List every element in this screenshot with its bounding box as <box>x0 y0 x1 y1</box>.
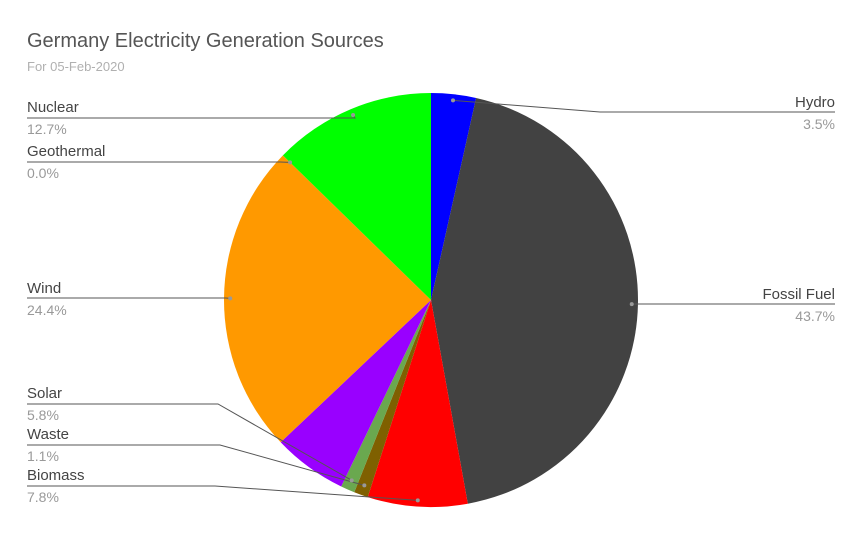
leader-dot-biomass <box>415 498 420 503</box>
slice-percent-waste: 1.1% <box>27 448 59 464</box>
slice-name-hydro: Hydro <box>795 94 835 111</box>
leader-dot-nuclear <box>351 112 356 117</box>
pie-slice-biomass <box>367 300 468 507</box>
slice-percent-solar: 5.8% <box>27 407 59 423</box>
slice-percent-geothermal: 0.0% <box>27 165 59 181</box>
slice-name-wind: Wind <box>27 280 61 297</box>
leader-line-hydro <box>452 99 835 113</box>
slice-name-waste: Waste <box>27 426 69 443</box>
pie-slice-nuclear <box>282 93 431 300</box>
leader-dot-fossil-fuel <box>629 302 634 307</box>
pie-slices <box>224 93 638 507</box>
leader-line-solar <box>27 403 352 481</box>
slice-percent-fossil-fuel: 43.7% <box>795 308 835 324</box>
leader-dot-wind <box>228 296 233 301</box>
leader-dot-geothermal <box>288 160 293 165</box>
pie-slice-hydro <box>431 93 477 300</box>
slice-name-fossil-fuel: Fossil Fuel <box>762 286 835 303</box>
chart-subtitle: For 05-Feb-2020 <box>27 59 125 74</box>
pie-slice-waste <box>354 300 431 498</box>
pie-labels: Hydro 3.5% Fossil Fuel 43.7% Biomass 7.8% Wast… <box>27 94 835 505</box>
leader-dot-waste <box>362 483 367 488</box>
slice-name-nuclear: Nuclear <box>27 99 79 116</box>
leader-line-waste <box>27 444 365 486</box>
slice-percent-nuclear: 12.7% <box>27 121 67 137</box>
slice-percent-biomass: 7.8% <box>27 489 59 505</box>
leader-line-biomass <box>27 485 418 501</box>
pie-slice-solar <box>341 300 431 493</box>
slice-percent-hydro: 3.5% <box>803 116 835 132</box>
leader-dot-hydro <box>451 98 456 103</box>
slice-name-biomass: Biomass <box>27 467 85 484</box>
pie-slice-wind <box>224 155 431 443</box>
pie-slice-unlabeled <box>280 300 431 487</box>
slice-name-solar: Solar <box>27 385 62 402</box>
slice-percent-wind: 24.4% <box>27 302 67 318</box>
chart-title: Germany Electricity Generation Sources <box>27 30 384 52</box>
leader-dot-solar <box>349 478 354 483</box>
pie-slice-fossil-fuel <box>431 97 638 504</box>
slice-name-geothermal: Geothermal <box>27 143 105 160</box>
